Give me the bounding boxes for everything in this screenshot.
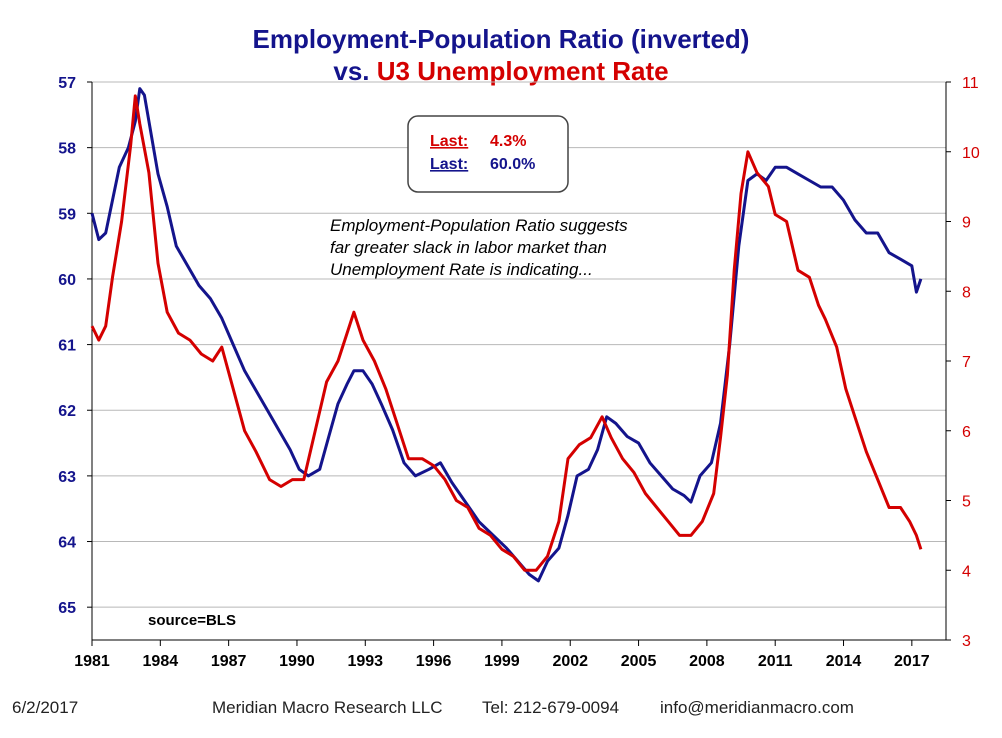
right-tick-label: 9 <box>962 215 971 232</box>
x-tick-label: 2008 <box>689 653 725 670</box>
x-tick-label: 1993 <box>347 653 383 670</box>
annotation-line: Unemployment Rate is indicating... <box>330 260 593 279</box>
right-tick-label: 3 <box>962 633 971 650</box>
left-tick-label: 60 <box>58 272 76 289</box>
left-tick-label: 63 <box>58 469 76 486</box>
annotation-line: far greater slack in labor market than <box>330 238 607 257</box>
right-tick-label: 4 <box>962 563 971 580</box>
left-tick-label: 62 <box>58 403 76 420</box>
footer-date: 6/2/2017 <box>12 698 79 717</box>
epop-series-line <box>90 87 923 583</box>
left-tick-label: 61 <box>58 338 76 355</box>
chart-title-line1: Employment-Population Ratio (inverted) <box>252 24 750 54</box>
left-tick-label: 64 <box>58 535 76 552</box>
right-tick-label: 6 <box>962 424 971 441</box>
right-tick-label: 5 <box>962 494 971 511</box>
source-note: source=BLS <box>148 612 236 629</box>
left-tick-label: 59 <box>58 206 76 223</box>
right-tick-label: 11 <box>962 75 979 92</box>
x-tick-label: 1996 <box>416 653 452 670</box>
title-u3: U3 Unemployment Rate <box>376 56 669 86</box>
x-tick-label: 1981 <box>74 653 110 670</box>
left-tick-label: 58 <box>58 141 76 158</box>
right-tick-label: 7 <box>962 354 971 371</box>
x-tick-label: 1987 <box>211 653 247 670</box>
x-tick-label: 2017 <box>894 653 930 670</box>
x-tick-label: 2005 <box>621 653 657 670</box>
right-tick-label: 8 <box>962 284 971 301</box>
last-values-box: Last: 4.3% Last: 60.0% <box>407 115 569 193</box>
footer-phone: Tel: 212-679-0094 <box>482 698 620 717</box>
x-tick-label: 1999 <box>484 653 520 670</box>
chart-title-line2: vs. U3 Unemployment Rate <box>0 56 1002 86</box>
last-label: Last: <box>430 133 468 150</box>
u3-series-line <box>90 94 923 572</box>
last-value: 60.0% <box>490 156 535 173</box>
right-tick-label: 10 <box>962 145 980 162</box>
last-box-frame <box>407 115 569 193</box>
title-vs: vs. <box>333 56 370 86</box>
footer-company: Meridian Macro Research LLC <box>212 698 443 717</box>
x-tick-label: 2011 <box>758 653 793 670</box>
last-label: Last: <box>430 156 468 173</box>
x-tick-label: 2014 <box>826 653 862 670</box>
x-tick-label: 2002 <box>552 653 588 670</box>
left-tick-label: 57 <box>58 75 76 92</box>
x-tick-label: 1984 <box>143 653 179 670</box>
footer-email: info@meridianmacro.com <box>660 698 854 717</box>
left-tick-label: 65 <box>58 600 76 617</box>
x-tick-label: 1990 <box>279 653 315 670</box>
last-value: 4.3% <box>490 133 526 150</box>
annotation-line: Employment-Population Ratio suggests <box>330 216 628 235</box>
